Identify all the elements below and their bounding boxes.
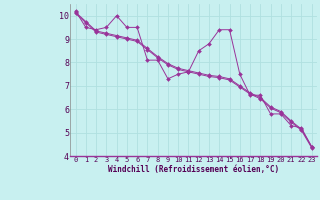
X-axis label: Windchill (Refroidissement éolien,°C): Windchill (Refroidissement éolien,°C) <box>108 165 279 174</box>
